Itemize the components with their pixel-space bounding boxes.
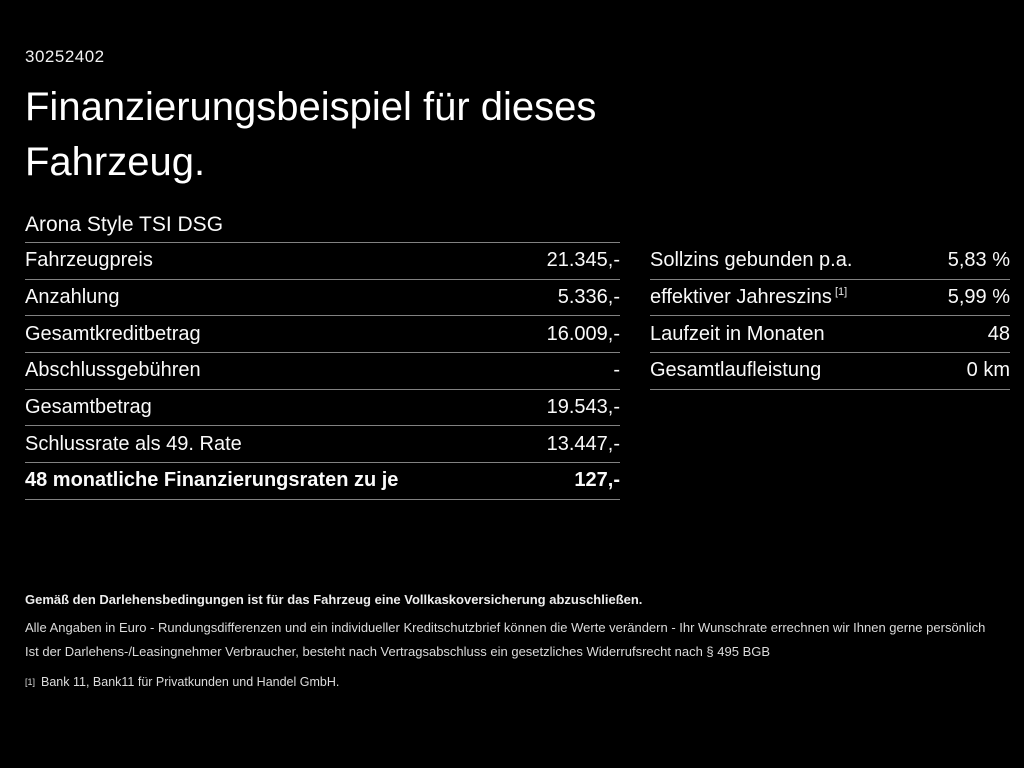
table-row-gesamtlaufleistung: Gesamtlaufleistung 0 km <box>650 353 1010 390</box>
row-value: 5.336,- <box>557 286 620 309</box>
row-label-text: effektiver Jahreszins <box>650 286 832 309</box>
row-value: 5,99 % <box>947 286 1010 309</box>
table-row-laufzeit: Laufzeit in Monaten 48 <box>650 316 1010 354</box>
right-financing-table: Sollzins gebunden p.a. 5,83 % effektiver… <box>650 243 1010 500</box>
row-label: Laufzeit in Monaten <box>650 322 825 345</box>
legal-footer: Gemäß den Darlehensbedingungen ist für d… <box>25 592 1003 690</box>
row-label: 48 monatliche Finanzierungsraten zu je <box>25 469 399 492</box>
table-row-sollzins: Sollzins gebunden p.a. 5,83 % <box>650 243 1010 280</box>
row-value: 127,- <box>574 469 620 492</box>
insurance-requirement-note: Gemäß den Darlehensbedingungen ist für d… <box>25 592 643 607</box>
bank-footnote: [1] Bank 11, Bank11 für Privatkunden und … <box>25 675 1003 690</box>
disclaimer-line-2: Ist der Darlehens-/Leasingnehmer Verbrau… <box>25 644 771 659</box>
row-value: 0 km <box>966 359 1010 382</box>
footnote-text: Bank 11, Bank11 für Privatkunden und Han… <box>41 675 340 689</box>
row-label: Gesamtbetrag <box>25 396 152 419</box>
row-value: 13.447,- <box>546 432 620 455</box>
table-row-monatsrate: 48 monatliche Finanzierungsraten zu je 1… <box>25 463 620 500</box>
row-label: Abschlussgebühren <box>25 359 201 382</box>
table-row-effektiver-jahreszins: effektiver Jahreszins [1] 5,99 % <box>650 280 1010 317</box>
footnote-reference: [1] <box>834 286 848 299</box>
table-row-gesamtbetrag: Gesamtbetrag 19.543,- <box>25 390 620 427</box>
table-row-fahrzeugpreis: Fahrzeugpreis 21.345,- <box>25 243 620 280</box>
table-row-schlussrate: Schlussrate als 49. Rate 13.447,- <box>25 426 620 464</box>
vehicle-model-name: Arona Style TSI DSG <box>25 211 620 243</box>
table-row-abschlussgebuehren: Abschlussgebühren - <box>25 353 620 390</box>
document-id: 30252402 <box>25 47 105 66</box>
row-value: 19.543,- <box>546 396 620 419</box>
disclaimer-line-1: Alle Angaben in Euro - Rundungsdifferenz… <box>25 620 986 635</box>
footnote-marker: [1] <box>25 677 36 687</box>
row-value: 16.009,- <box>546 322 620 345</box>
row-label: Fahrzeugpreis <box>25 249 153 272</box>
row-label: effektiver Jahreszins [1] <box>650 286 847 309</box>
row-value: - <box>613 359 620 382</box>
row-label: Gesamtkreditbetrag <box>25 322 201 345</box>
row-value: 48 <box>987 322 1010 345</box>
financing-tables: Arona Style TSI DSG Fahrzeugpreis 21.345… <box>25 211 1010 500</box>
left-financing-table: Arona Style TSI DSG Fahrzeugpreis 21.345… <box>25 211 620 500</box>
table-row-gesamtkreditbetrag: Gesamtkreditbetrag 16.009,- <box>25 316 620 354</box>
row-value: 21.345,- <box>546 249 620 272</box>
row-label: Schlussrate als 49. Rate <box>25 432 242 455</box>
row-label: Anzahlung <box>25 286 120 309</box>
page-title: Finanzierungsbeispiel für dieses Fahrzeu… <box>25 85 597 184</box>
row-label: Sollzins gebunden p.a. <box>650 249 853 272</box>
row-value: 5,83 % <box>947 249 1010 272</box>
row-label: Gesamtlaufleistung <box>650 359 822 382</box>
table-row-anzahlung: Anzahlung 5.336,- <box>25 280 620 317</box>
